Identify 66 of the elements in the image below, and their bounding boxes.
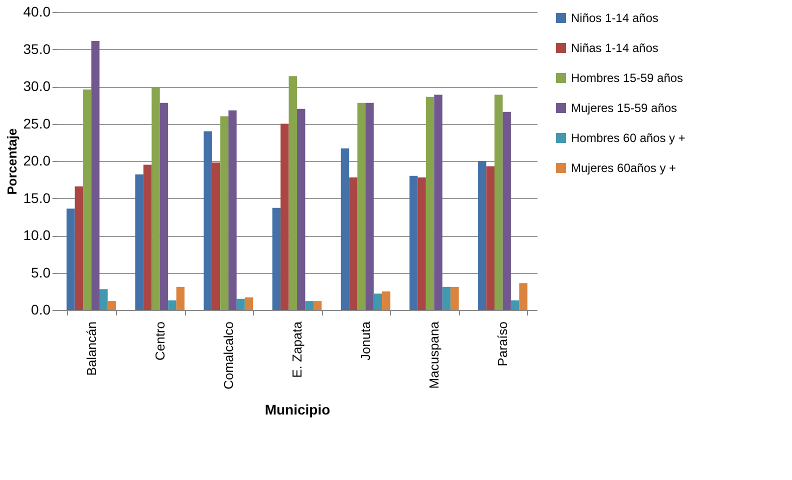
bar (409, 176, 418, 310)
bar (418, 177, 426, 310)
legend-label: Mujeres 15-59 años (571, 101, 678, 115)
y-axis-title: Porcentaje (4, 128, 20, 195)
bar (176, 286, 185, 310)
y-tick-label: 35.0 (23, 40, 51, 57)
legend-label: Mujeres 60años y + (571, 161, 676, 175)
bar (442, 286, 451, 310)
bar (143, 164, 152, 310)
bar (494, 94, 503, 310)
bar (280, 124, 289, 310)
y-tick-label: 20.0 (23, 152, 51, 168)
bar (168, 300, 176, 310)
x-tick-label: Comalcalco (220, 322, 236, 390)
x-tick-label: Balancán (84, 322, 99, 376)
bar (100, 289, 108, 310)
bar (244, 297, 254, 310)
bar (340, 148, 350, 310)
x-tick-label: Macuspana (426, 320, 442, 389)
bar (519, 283, 528, 310)
y-tick-label: 25.0 (23, 115, 51, 132)
bar (502, 112, 511, 310)
bar (204, 131, 212, 310)
bar (357, 102, 366, 310)
legend-label: Niñas 1-14 años (571, 41, 658, 55)
bar (212, 162, 220, 310)
y-tick-label: 0.0 (31, 302, 51, 318)
bar (426, 96, 434, 310)
bar (313, 301, 322, 310)
bar (272, 208, 281, 310)
bar (152, 87, 160, 310)
y-tick-label: 5.0 (31, 264, 51, 280)
bar (297, 108, 306, 310)
bar (220, 116, 228, 310)
bar (349, 177, 358, 310)
bar (305, 301, 314, 310)
x-tick-label: Jonuta (358, 320, 374, 361)
bar (228, 110, 237, 310)
bar (236, 298, 245, 310)
bar (450, 286, 459, 310)
bar (374, 294, 382, 310)
legend-label: Niños 1-14 años (571, 11, 658, 25)
bar (83, 89, 92, 310)
y-tick-label: 10.0 (23, 227, 51, 243)
bar (288, 76, 297, 310)
legend-label: Hombres 60 años y + (571, 131, 686, 145)
bar (510, 300, 520, 310)
bar (366, 102, 374, 310)
x-tick-label: Paraíso (495, 322, 510, 366)
bar (135, 174, 144, 310)
x-tick-label: Centro (152, 322, 168, 361)
bar (108, 301, 116, 310)
bar (74, 186, 84, 310)
bar (478, 161, 486, 310)
legend-label: Hombres 15-59 años (571, 71, 684, 85)
bar (91, 41, 100, 310)
y-tick-label: 40.0 (23, 4, 51, 20)
bar (160, 102, 168, 310)
bar (434, 94, 442, 310)
bar (382, 291, 390, 310)
x-axis-title: Municipio (264, 401, 330, 418)
y-tick-label: 30.0 (23, 78, 51, 94)
y-tick-label: 15.0 (23, 190, 51, 206)
bar (66, 208, 75, 310)
x-tick-label: E. Zapata (290, 320, 304, 378)
bar (486, 166, 494, 310)
